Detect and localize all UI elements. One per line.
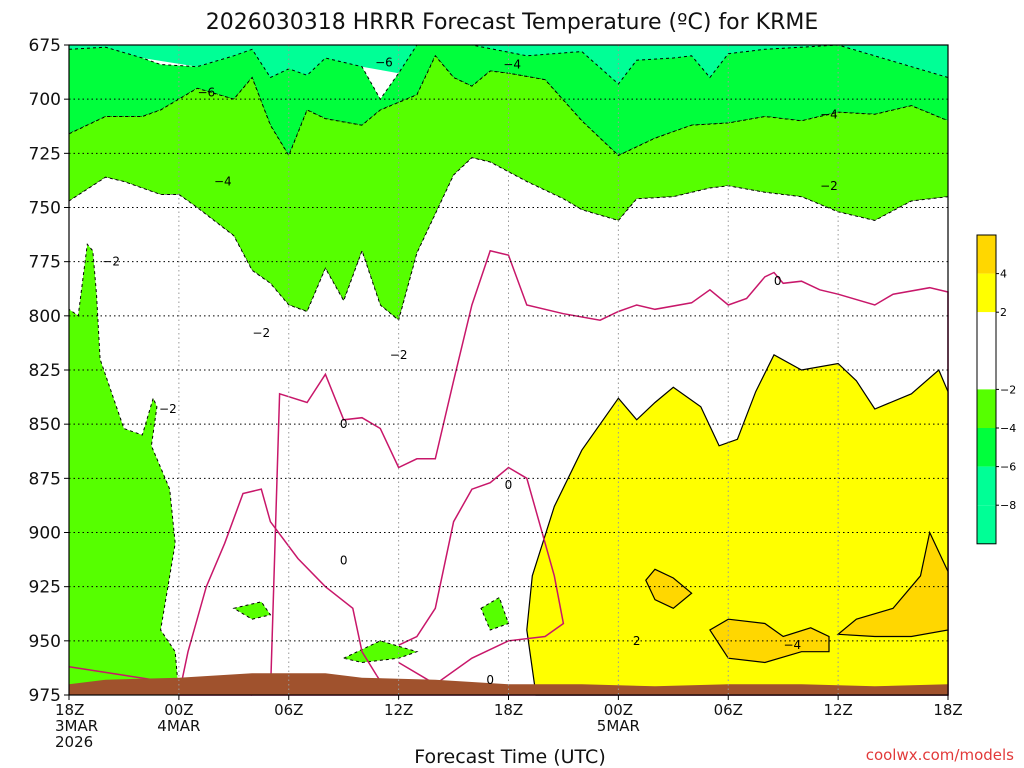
colorbar-legend: 4 2 −2 −4 −6 −8	[976, 234, 1016, 545]
chart-title: 2026030318 HRRR Forecast Temperature (ºC…	[206, 10, 819, 35]
colorbar-swatch	[977, 389, 996, 428]
contour-region-gt-4-c	[836, 530, 949, 638]
y-tick-label: 875	[29, 469, 61, 489]
contour-label: −2	[159, 402, 177, 416]
zero-contour-line-0	[178, 488, 378, 696]
colorbar-label: −6	[1000, 461, 1016, 474]
contour-label: −2	[390, 348, 408, 362]
x-tick-label: 4MAR	[157, 717, 200, 735]
colorbar-swatch	[977, 466, 996, 506]
contour-label: −6	[375, 55, 393, 69]
colorbar-swatch	[977, 350, 996, 390]
plot-area: −6 −6 −4 −4 −4 −2 −2 −2 −2 −2 0 0 0 0 0 2 −4	[68, 44, 949, 696]
contour-label: 0	[505, 478, 513, 492]
x-tick-label: 2026	[55, 733, 93, 751]
y-tick-label: 850	[29, 415, 61, 435]
y-tick-label: 950	[29, 632, 61, 652]
y-tick-label: 825	[29, 361, 61, 381]
contour-label: −2	[102, 255, 120, 269]
x-tick-label: 06Z	[274, 701, 303, 719]
y-tick-label: 800	[29, 307, 61, 327]
y-axis: 675 700 725 750 775 800 825 850 875 900 925 950 975	[29, 36, 69, 706]
contour-region-green-patch-2	[232, 601, 272, 620]
x-tick-label: 06Z	[714, 701, 743, 719]
contour-label: 0	[340, 554, 348, 568]
y-tick-label: 675	[29, 36, 61, 56]
colorbar-label: −8	[1000, 499, 1016, 512]
zero-contour-line-2	[398, 466, 565, 686]
x-tick-label: 12Z	[823, 701, 852, 719]
colorbar-swatch	[977, 428, 996, 467]
y-tick-label: 900	[29, 524, 61, 544]
x-tick-label: 3MAR	[55, 717, 98, 735]
contour-label: −6	[197, 86, 215, 100]
y-tick-label: 775	[29, 253, 61, 273]
contour-label: −2	[820, 179, 838, 193]
contour-region-green-patch-3	[480, 596, 510, 631]
contour-label: −2	[252, 326, 270, 340]
colorbar-label: 4	[1000, 268, 1007, 281]
x-tick-label: 18Z	[933, 701, 962, 719]
y-tick-label: 700	[29, 90, 61, 110]
colorbar-swatch	[977, 312, 996, 351]
x-axis-label: Forecast Time (UTC)	[414, 746, 605, 768]
y-tick-label: 925	[29, 578, 61, 598]
y-tick-label: 975	[29, 686, 61, 706]
contour-label: 0	[774, 274, 782, 288]
colorbar-label: −4	[1000, 422, 1016, 435]
colorbar-swatch	[977, 273, 996, 313]
contour-label: 2	[633, 634, 641, 648]
contour-label: −4	[503, 58, 521, 72]
contour-region-gt-4-b	[709, 618, 830, 664]
colorbar-swatch	[977, 505, 996, 544]
contour-label: −4	[214, 175, 232, 189]
x-tick-label: 00Z	[604, 701, 633, 719]
credit-link[interactable]: coolwx.com/models	[866, 746, 1014, 764]
contour-region-2-to-4	[526, 353, 949, 696]
x-tick-label: 18Z	[55, 701, 84, 719]
y-tick-label: 725	[29, 144, 61, 164]
contour-region-gt-4-a	[645, 568, 693, 610]
contour-label: −4	[783, 638, 801, 652]
x-tick-label: 12Z	[384, 701, 413, 719]
x-tick-label: 18Z	[494, 701, 523, 719]
contour-label: 0	[340, 417, 348, 431]
contour-label: −4	[820, 107, 838, 121]
colorbar-label: −2	[1000, 383, 1016, 396]
contour-label: 0	[486, 673, 494, 687]
colorbar-swatch	[977, 235, 996, 274]
colorbar-label: 2	[1000, 306, 1007, 319]
x-tick-label: 5MAR	[597, 717, 640, 735]
x-tick-label: 00Z	[164, 701, 193, 719]
y-tick-label: 750	[29, 199, 61, 219]
